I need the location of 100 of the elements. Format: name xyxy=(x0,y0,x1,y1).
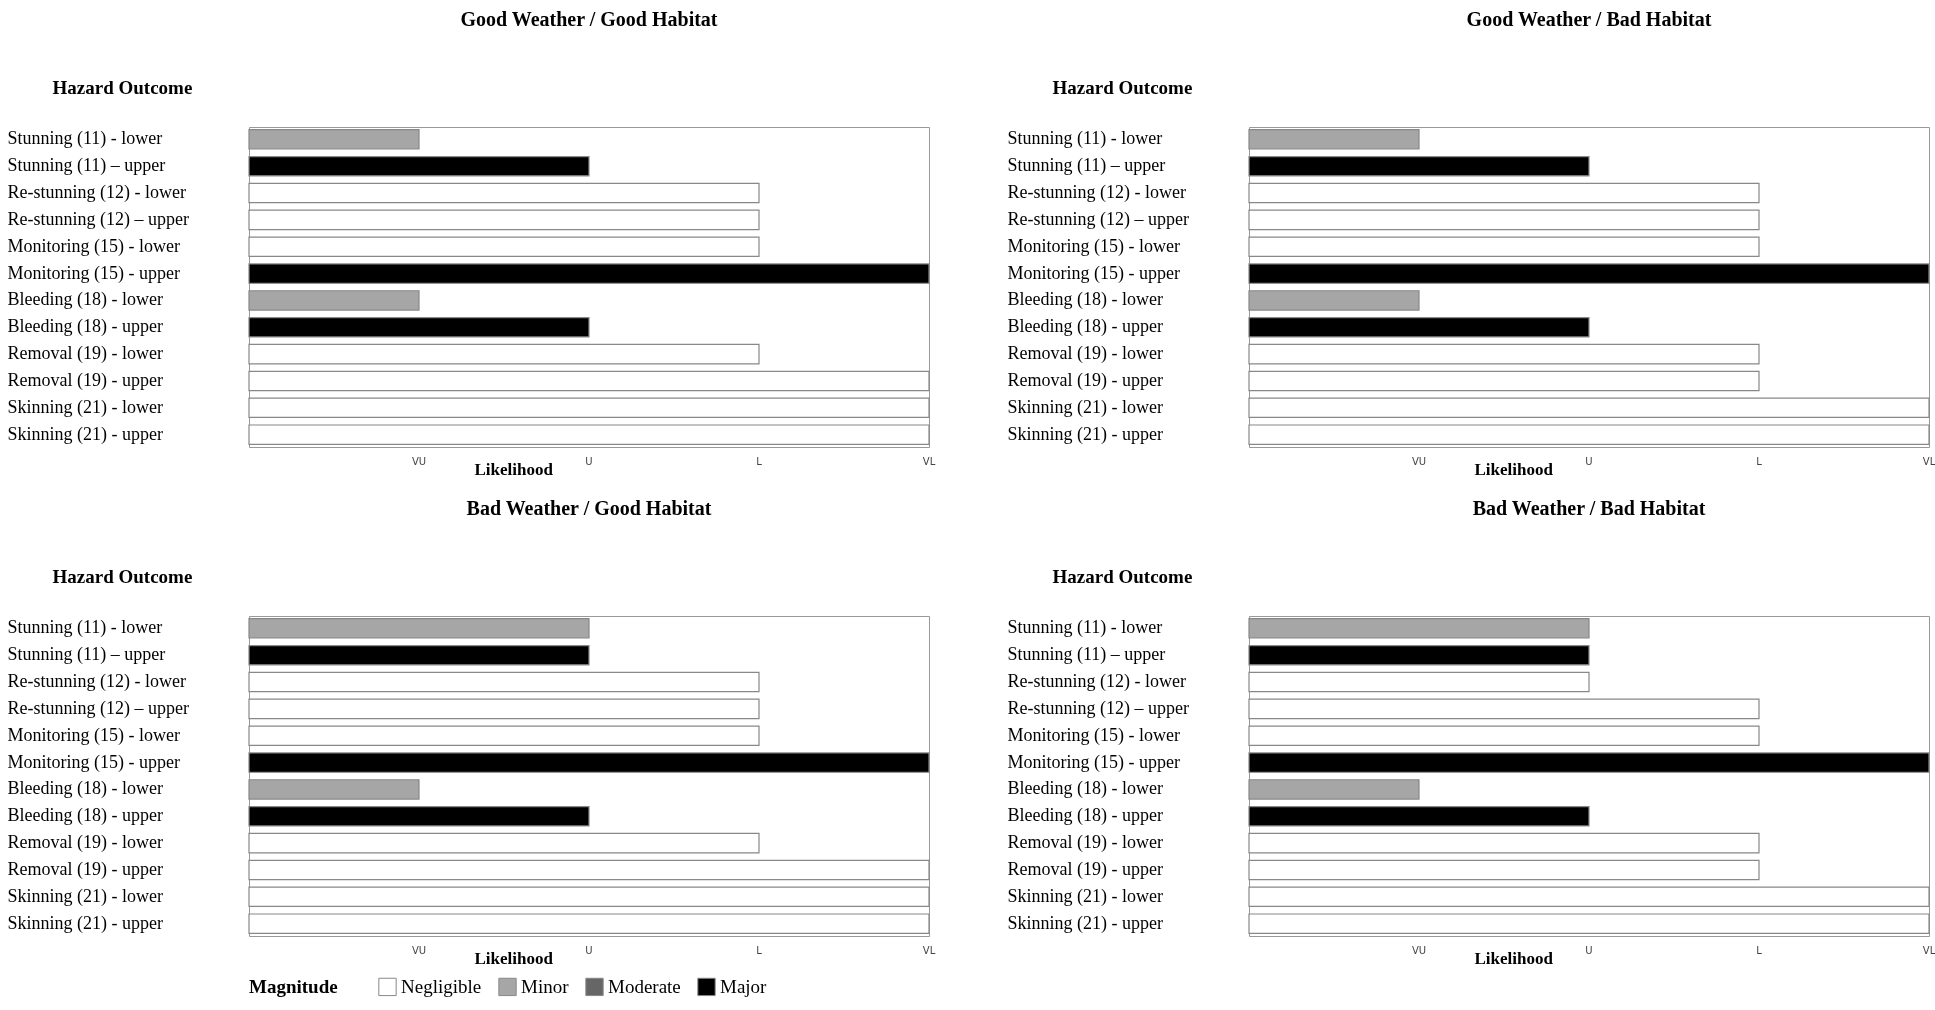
y-tick-label: Stunning (11) - lower xyxy=(1007,617,1163,639)
bar xyxy=(1248,129,1420,150)
y-tick-label: Removal (19) - upper xyxy=(7,369,163,391)
chart-title: Good Weather / Good Habitat xyxy=(460,8,718,30)
bar xyxy=(248,859,930,881)
y-tick-label: Re-stunning (12) - lower xyxy=(1007,182,1186,204)
x-axis-title: Likelihood xyxy=(1474,459,1554,479)
bar xyxy=(248,725,760,746)
bar xyxy=(1248,752,1930,773)
y-tick-label: Skinning (21) - upper xyxy=(1007,912,1163,934)
bar xyxy=(1248,290,1420,311)
y-tick-label: Stunning (11) – upper xyxy=(1007,644,1166,666)
y-tick-label: Bleeding (18) - lower xyxy=(7,778,163,800)
bar xyxy=(248,317,590,338)
text: VL xyxy=(922,945,936,956)
y-tick-label: Removal (19) - lower xyxy=(7,343,163,365)
bar xyxy=(1248,209,1760,231)
y-tick-label: Monitoring (15) - upper xyxy=(1007,751,1180,773)
text: VU xyxy=(1411,945,1427,956)
text: L xyxy=(1756,456,1763,467)
bar xyxy=(248,290,420,311)
bar xyxy=(248,618,590,639)
y-tick-label: Removal (19) - upper xyxy=(1007,858,1163,880)
bar xyxy=(1248,886,1930,908)
text: U xyxy=(585,456,593,467)
legend-label: Negligible xyxy=(401,975,482,997)
bar xyxy=(1248,424,1930,445)
bar xyxy=(248,644,590,666)
y-tick-label: Skinning (21) - lower xyxy=(1007,885,1163,907)
y-tick-label: Removal (19) - lower xyxy=(1007,343,1163,365)
bar xyxy=(248,397,930,419)
y-tick-label: Skinning (21) - lower xyxy=(7,885,163,907)
text: U xyxy=(1585,456,1593,467)
bar xyxy=(1248,671,1590,693)
bar xyxy=(1248,725,1760,746)
bar xyxy=(248,752,930,773)
y-tick-label: Re-stunning (12) – upper xyxy=(7,208,189,230)
y-tick-label: Bleeding (18) - upper xyxy=(1007,316,1163,338)
bar xyxy=(248,424,930,445)
chart-title: Good Weather / Bad Habitat xyxy=(1466,8,1712,30)
y-axis-title: Hazard Outcome xyxy=(1052,76,1193,98)
bar xyxy=(1248,370,1760,392)
y-tick-label: Re-stunning (12) - lower xyxy=(1007,671,1186,693)
y-axis-title: Hazard Outcome xyxy=(1052,565,1193,587)
y-tick-label: Monitoring (15) - upper xyxy=(7,751,180,773)
text: VU xyxy=(1411,456,1427,467)
x-axis-title: Likelihood xyxy=(474,459,554,479)
y-tick-label: Stunning (11) - lower xyxy=(7,617,163,639)
y-tick-label: Re-stunning (12) – upper xyxy=(1007,208,1189,230)
bar xyxy=(248,370,930,392)
y-tick-label: Re-stunning (12) - lower xyxy=(7,671,186,693)
bar xyxy=(248,343,760,365)
x-axis-title: Likelihood xyxy=(474,948,554,968)
legend-label: Minor xyxy=(521,975,570,997)
text: VU xyxy=(411,945,427,956)
bar xyxy=(1248,644,1590,666)
text: VL xyxy=(1922,456,1935,467)
y-tick-label: Monitoring (15) - upper xyxy=(7,262,180,284)
y-tick-label: Skinning (21) - upper xyxy=(7,912,163,934)
y-tick-label: Skinning (21) - upper xyxy=(7,423,163,445)
y-tick-label: Removal (19) - lower xyxy=(7,832,163,854)
bar xyxy=(248,913,930,934)
bar xyxy=(1248,155,1590,177)
bar xyxy=(1248,236,1760,257)
text: VL xyxy=(922,456,936,467)
text: U xyxy=(1585,945,1593,956)
text: VU xyxy=(411,456,427,467)
y-tick-label: Monitoring (15) - lower xyxy=(1007,724,1180,746)
bar xyxy=(248,779,420,800)
legend-label: Moderate xyxy=(608,975,681,997)
bar xyxy=(248,209,760,231)
y-tick-label: Skinning (21) - lower xyxy=(7,396,163,418)
bar xyxy=(1248,343,1760,365)
y-tick-label: Skinning (21) - lower xyxy=(1007,396,1163,418)
text: VL xyxy=(1922,945,1935,956)
bar xyxy=(1248,859,1760,881)
y-tick-label: Removal (19) - upper xyxy=(1007,369,1163,391)
bar xyxy=(248,698,760,720)
y-tick-label: Bleeding (18) - lower xyxy=(1007,778,1163,800)
y-axis-title: Hazard Outcome xyxy=(52,76,193,98)
bar xyxy=(1248,263,1930,284)
bar xyxy=(1248,779,1420,800)
text: L xyxy=(1756,945,1763,956)
bar xyxy=(1248,698,1760,720)
y-tick-label: Bleeding (18) - lower xyxy=(7,289,163,311)
y-tick-label: Monitoring (15) - upper xyxy=(1007,262,1180,284)
y-axis-title: Hazard Outcome xyxy=(52,565,193,587)
y-tick-label: Stunning (11) - lower xyxy=(1007,128,1163,150)
bar xyxy=(248,886,930,908)
y-tick-label: Skinning (21) - upper xyxy=(1007,423,1163,445)
bar xyxy=(1248,832,1760,854)
y-tick-label: Stunning (11) – upper xyxy=(1007,155,1166,177)
y-tick-label: Removal (19) - upper xyxy=(7,858,163,880)
text: L xyxy=(756,945,763,956)
chart-title: Bad Weather / Good Habitat xyxy=(466,497,712,519)
y-tick-label: Bleeding (18) - upper xyxy=(7,316,163,338)
bar xyxy=(1248,806,1590,827)
bar xyxy=(1248,913,1930,934)
y-tick-label: Bleeding (18) - upper xyxy=(1007,805,1163,827)
bar xyxy=(1248,317,1590,338)
